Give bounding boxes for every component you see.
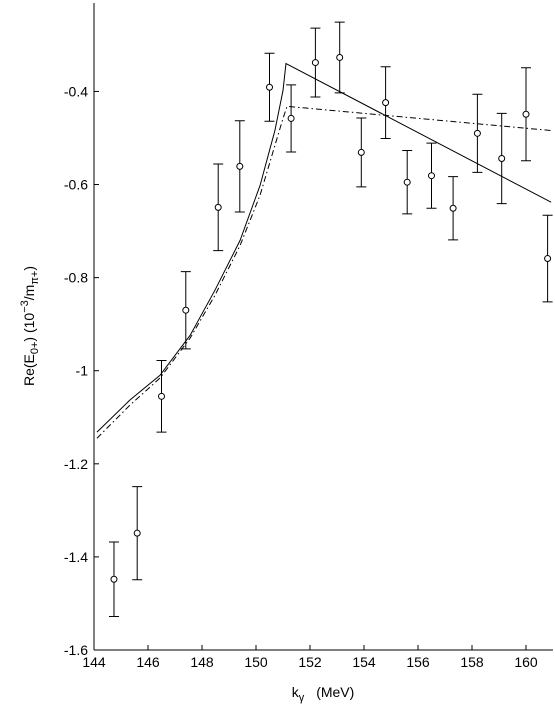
y-label-part: 0+ [29,342,41,355]
data-point [522,110,530,118]
y-axis-label: Re(E0+) (10−3/mπ+) [19,266,41,386]
data-point [544,255,552,263]
x-tick-label: 144 [82,654,106,670]
data-point [287,114,295,122]
x-tick-label: 158 [460,654,484,670]
x-tick-label: 154 [352,654,376,670]
curve [96,105,552,439]
x-label-part: (MeV) [316,684,354,700]
data-point [498,154,506,162]
x-tick-label: 148 [190,654,214,670]
data-point [336,53,344,61]
data-point [428,172,435,180]
y-label-part: −3 [19,300,31,313]
x-axis-label: kγ (MeV) [292,684,355,704]
y-tick-label: -1.4 [64,549,88,565]
y-tick-label: -1.6 [64,642,88,658]
data-point [357,148,365,156]
data-point [449,204,457,212]
y-label-part: ) (10 [21,313,37,342]
x-tick-label: 152 [298,654,322,670]
x-tick-label: 160 [514,654,538,670]
curve [96,62,552,433]
y-tick-label: -1 [76,363,89,379]
x-tick-label: 156 [406,654,430,670]
data-point [311,59,319,67]
data-point [266,83,273,91]
x-tick-label: 146 [136,654,160,670]
data-point [403,178,411,186]
data-point [473,129,481,137]
data-point [182,306,190,314]
data-point [236,162,244,170]
y-tick-label: -1.2 [64,456,88,472]
x-tick-label: 150 [244,654,268,670]
y-tick-label: -0.6 [64,177,88,193]
data-point [133,529,141,537]
data-point [214,203,222,211]
x-label-part: k [292,684,300,700]
y-label-part: π+ [29,271,41,285]
y-label-part: Re(E [21,354,37,386]
y-tick-label: -0.8 [64,270,88,286]
x-label-part: γ [299,692,305,704]
data-point [110,575,118,583]
y-tick-label: -0.4 [64,83,88,99]
data-point [158,392,165,400]
y-label-part: /m [21,285,37,301]
data-point [382,99,390,107]
y-label-part: ) [21,266,37,271]
